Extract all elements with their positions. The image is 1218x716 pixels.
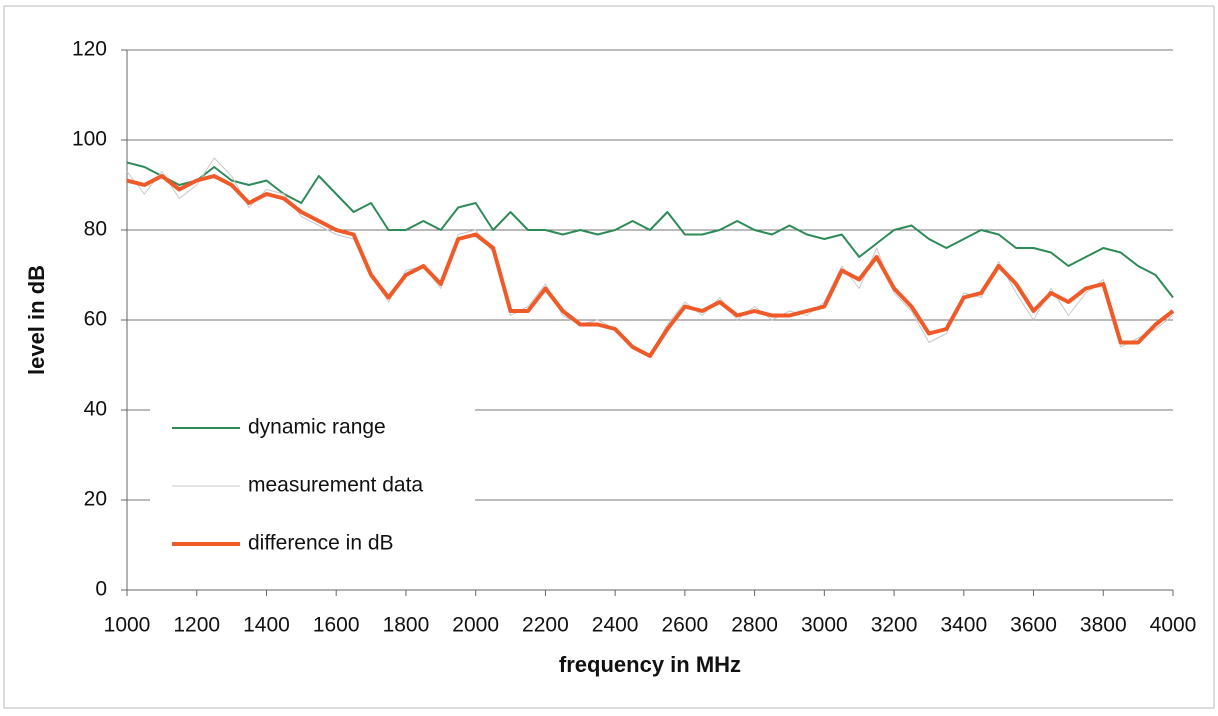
x-tick-label: 1800 xyxy=(383,614,430,637)
legend-label: difference in dB xyxy=(248,532,394,555)
y-axis-label: level in dB xyxy=(24,265,49,375)
x-tick-label: 1400 xyxy=(243,614,290,637)
y-tick-label: 0 xyxy=(95,578,107,601)
x-tick-label: 2600 xyxy=(662,614,709,637)
y-tick-label: 120 xyxy=(72,38,107,61)
x-tick-label: 1200 xyxy=(173,614,220,637)
x-tick-label: 3400 xyxy=(940,614,987,637)
series-line xyxy=(126,157,1174,357)
series-line xyxy=(126,161,1174,299)
x-tick-label: 2000 xyxy=(452,614,499,637)
y-tick-label: 60 xyxy=(84,308,107,331)
x-tick-label: 2400 xyxy=(592,614,639,637)
x-tick-label: 2800 xyxy=(731,614,778,637)
y-tick-label: 20 xyxy=(84,488,107,511)
legend-box xyxy=(150,405,475,565)
x-tick-label: 2200 xyxy=(522,614,569,637)
x-tick-label: 1600 xyxy=(313,614,360,637)
x-tick-label: 3000 xyxy=(801,614,848,637)
x-tick-label: 4000 xyxy=(1150,614,1197,637)
x-axis-label: frequency in MHz xyxy=(559,652,741,677)
y-tick-label: 80 xyxy=(84,218,107,241)
y-tick-label: 100 xyxy=(72,128,107,151)
legend-label: dynamic range xyxy=(248,416,386,439)
x-tick-label: 1000 xyxy=(104,614,151,637)
x-tick-label: 3600 xyxy=(1010,614,1057,637)
y-tick-label: 40 xyxy=(84,398,107,421)
legend-label: measurement data xyxy=(248,474,423,497)
frame xyxy=(3,5,1215,709)
series-line xyxy=(126,174,1175,358)
x-tick-label: 3200 xyxy=(871,614,918,637)
x-tick-label: 3800 xyxy=(1080,614,1127,637)
